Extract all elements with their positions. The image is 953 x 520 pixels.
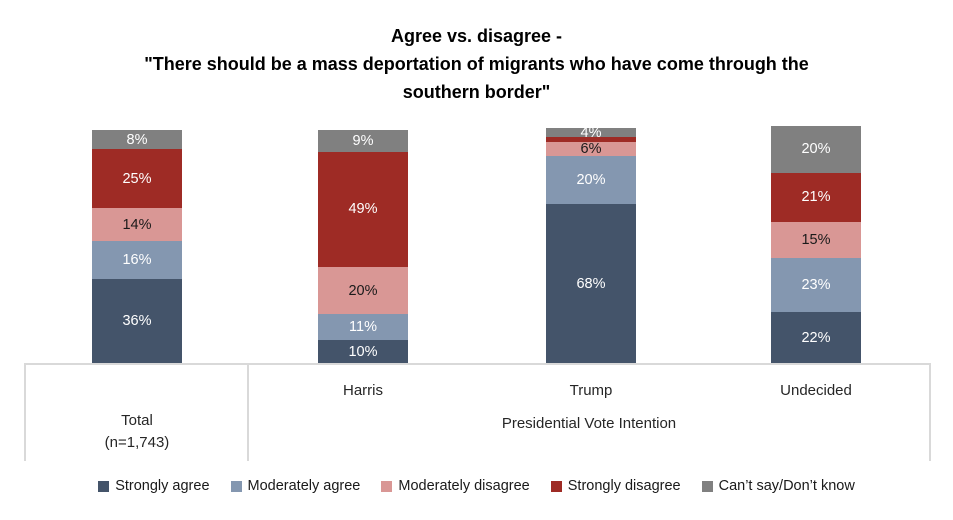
bar-segment [546, 137, 636, 143]
legend-swatch-icon [701, 480, 713, 492]
stacked-bar: 68% 20% 6% 4% [546, 125, 636, 364]
bar-segment: 21% [771, 172, 861, 223]
bar-segment: 16% [92, 241, 182, 280]
category-label-total-line1: Total [121, 412, 153, 429]
segment-data-label: 10% [348, 343, 378, 360]
category-label-harris: Harris [343, 382, 383, 399]
bar-segment: 9% [318, 130, 408, 152]
stacked-bar: 22% 23% 15% 21% 20% [771, 125, 861, 364]
segment-data-label: 36% [122, 313, 152, 330]
segment-data-label: 8% [126, 131, 148, 148]
segment-data-label: 20% [348, 282, 378, 299]
axis-tick-line-right [929, 363, 931, 461]
category-label-total-line2: (n=1,743) [104, 434, 170, 451]
bar-segment: 68% [546, 203, 636, 364]
segment-data-label: 16% [122, 251, 152, 268]
stacked-bar: 36% 16% 14% 25% 8% [92, 130, 182, 364]
chart-title: Agree vs. disagree - "There should be a … [0, 22, 953, 106]
legend-label: Strongly agree [115, 478, 210, 494]
bar-segment: 11% [318, 314, 408, 341]
segment-data-label: 20% [576, 171, 606, 188]
bar-segment: 36% [92, 279, 182, 364]
segment-data-label: 4% [580, 124, 602, 141]
stacked-bar: 10% 11% 20% 49% 9% [318, 130, 408, 364]
bar-segment: 8% [92, 130, 182, 150]
segment-data-label: 22% [801, 329, 831, 346]
legend-swatch-icon [230, 480, 242, 492]
segment-data-label: 23% [801, 276, 831, 293]
category-axis-line [24, 363, 931, 365]
chart-title-line2: "There should be a mass deportation of m… [144, 54, 809, 74]
segment-data-label: 15% [801, 231, 831, 248]
segment-data-label: 25% [122, 170, 152, 187]
legend-label: Can’t say/Don’t know [718, 478, 855, 494]
bar-segment: 14% [92, 208, 182, 242]
axis-tick-line-middle [247, 363, 249, 461]
legend-swatch-icon [550, 480, 562, 492]
bar-segment: 4% [546, 125, 636, 140]
legend-item: Moderately disagree [381, 478, 530, 494]
segment-data-label: 6% [580, 141, 602, 158]
legend-item: Moderately agree [230, 478, 361, 494]
legend-item: Strongly agree [98, 478, 210, 494]
bar-segment: 20% [318, 267, 408, 315]
category-label-undecided: Undecided [780, 382, 852, 399]
axis-tick-line-left [24, 363, 26, 461]
category-group-label: Presidential Vote Intention [501, 415, 677, 432]
bar-segment: 15% [771, 222, 861, 258]
segment-data-label: 20% [801, 141, 831, 158]
chart-title-line3: southern border" [402, 82, 551, 102]
category-label-total: Total (n=1,743) [26, 410, 248, 454]
bar-segment: 20% [771, 125, 861, 173]
chart-title-line1: Agree vs. disagree - [390, 26, 563, 46]
segment-data-label: 14% [122, 216, 152, 233]
segment-data-label: 9% [352, 132, 374, 149]
legend-label: Moderately agree [247, 478, 361, 494]
legend-swatch-icon [98, 480, 110, 492]
segment-data-label: 68% [576, 275, 606, 292]
bar-segment: 22% [771, 312, 861, 364]
segment-data-label: 49% [348, 201, 378, 218]
legend-item: Can’t say/Don’t know [701, 478, 855, 494]
bar-segment: 10% [318, 340, 408, 364]
legend-item: Strongly disagree [550, 478, 681, 494]
legend-label: Strongly disagree [567, 478, 681, 494]
category-label-trump: Trump [569, 382, 613, 399]
bar-segment: 20% [546, 156, 636, 204]
bar-segment: 23% [771, 257, 861, 313]
chart-legend: Strongly agree Moderately agree Moderately… [0, 478, 953, 494]
legend-label: Moderately disagree [398, 478, 530, 494]
bar-segment: 49% [318, 151, 408, 268]
segment-data-label: 21% [801, 189, 831, 206]
bar-segment: 6% [546, 141, 636, 158]
legend-swatch-icon [381, 480, 393, 492]
bar-segment: 25% [92, 149, 182, 209]
segment-data-label: 11% [349, 319, 377, 336]
